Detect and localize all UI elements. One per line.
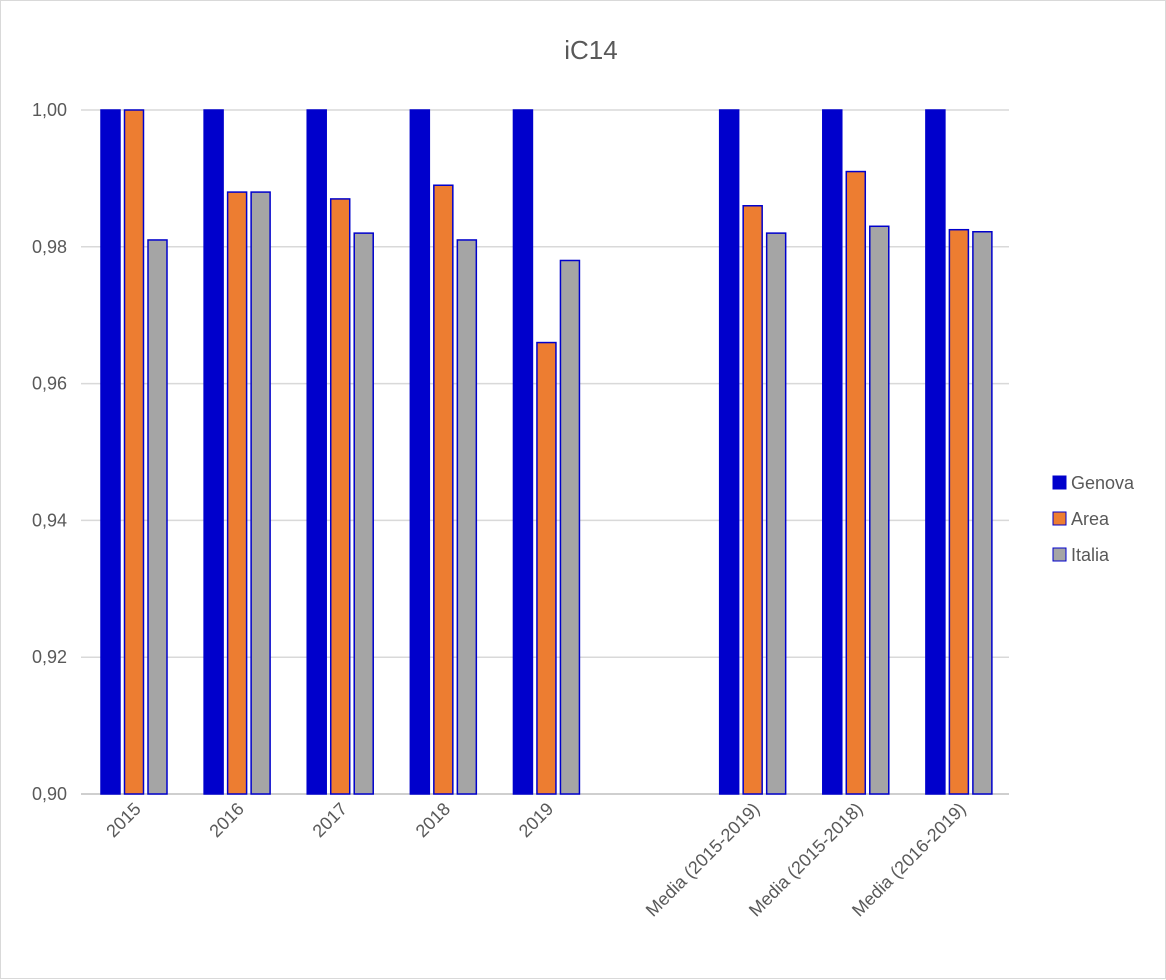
- bar-genova: [925, 109, 946, 795]
- legend: Genova Area Italia: [1052, 473, 1135, 565]
- bar-area: [742, 205, 763, 795]
- bar-genova: [409, 109, 431, 795]
- y-tick-label: 1,00: [32, 100, 67, 120]
- y-tick-label: 0,94: [32, 510, 67, 530]
- legend-label: Italia: [1071, 545, 1110, 565]
- bar-italia: [353, 232, 374, 795]
- bar-area: [433, 184, 454, 795]
- bars: [100, 109, 993, 795]
- x-tick-label: 2018: [412, 799, 454, 841]
- bar-genova: [100, 109, 121, 795]
- bar-italia: [972, 231, 993, 795]
- chart-title: iC14: [564, 35, 617, 65]
- y-axis-ticks: 0,90 0,92 0,94 0,96 0,98 1,00: [32, 100, 67, 804]
- bar-italia: [250, 191, 271, 795]
- bar-genova: [306, 109, 327, 795]
- y-tick-label: 0,92: [32, 647, 67, 667]
- bar-area: [123, 109, 145, 795]
- legend-swatch: [1052, 511, 1067, 526]
- bar-genova: [718, 109, 740, 795]
- y-tick-label: 0,98: [32, 237, 67, 257]
- y-tick-label: 0,96: [32, 374, 67, 394]
- bar-area: [845, 170, 867, 795]
- bar-italia: [765, 232, 787, 795]
- bar-area: [948, 228, 970, 795]
- x-tick-label: 2015: [102, 799, 144, 841]
- legend-swatch: [1052, 547, 1067, 562]
- bar-area: [226, 191, 248, 795]
- legend-swatch: [1052, 475, 1067, 490]
- bar-genova: [512, 109, 534, 795]
- bar-genova: [203, 109, 224, 795]
- x-tick-label: Media (2016-2019): [848, 799, 970, 921]
- bar-italia: [869, 225, 890, 795]
- bar-italia: [559, 259, 581, 795]
- bar-italia: [456, 239, 478, 795]
- bar-genova: [822, 109, 843, 795]
- legend-label: Genova: [1071, 473, 1135, 493]
- x-tick-label: Media (2015-2018): [745, 799, 867, 921]
- bar-italia: [147, 239, 168, 795]
- x-tick-label: 2019: [515, 799, 557, 841]
- legend-label: Area: [1071, 509, 1110, 529]
- x-tick-label: Media (2015-2019): [642, 799, 764, 921]
- y-tick-label: 0,90: [32, 784, 67, 804]
- bar-area: [536, 341, 557, 795]
- x-tick-label: 2016: [205, 799, 247, 841]
- x-tick-label: 2017: [309, 799, 351, 841]
- x-axis-ticks: 2015 2016 2017 2018 2019 Media (2015-2019)Med…: [102, 799, 969, 921]
- bar-area: [329, 198, 351, 795]
